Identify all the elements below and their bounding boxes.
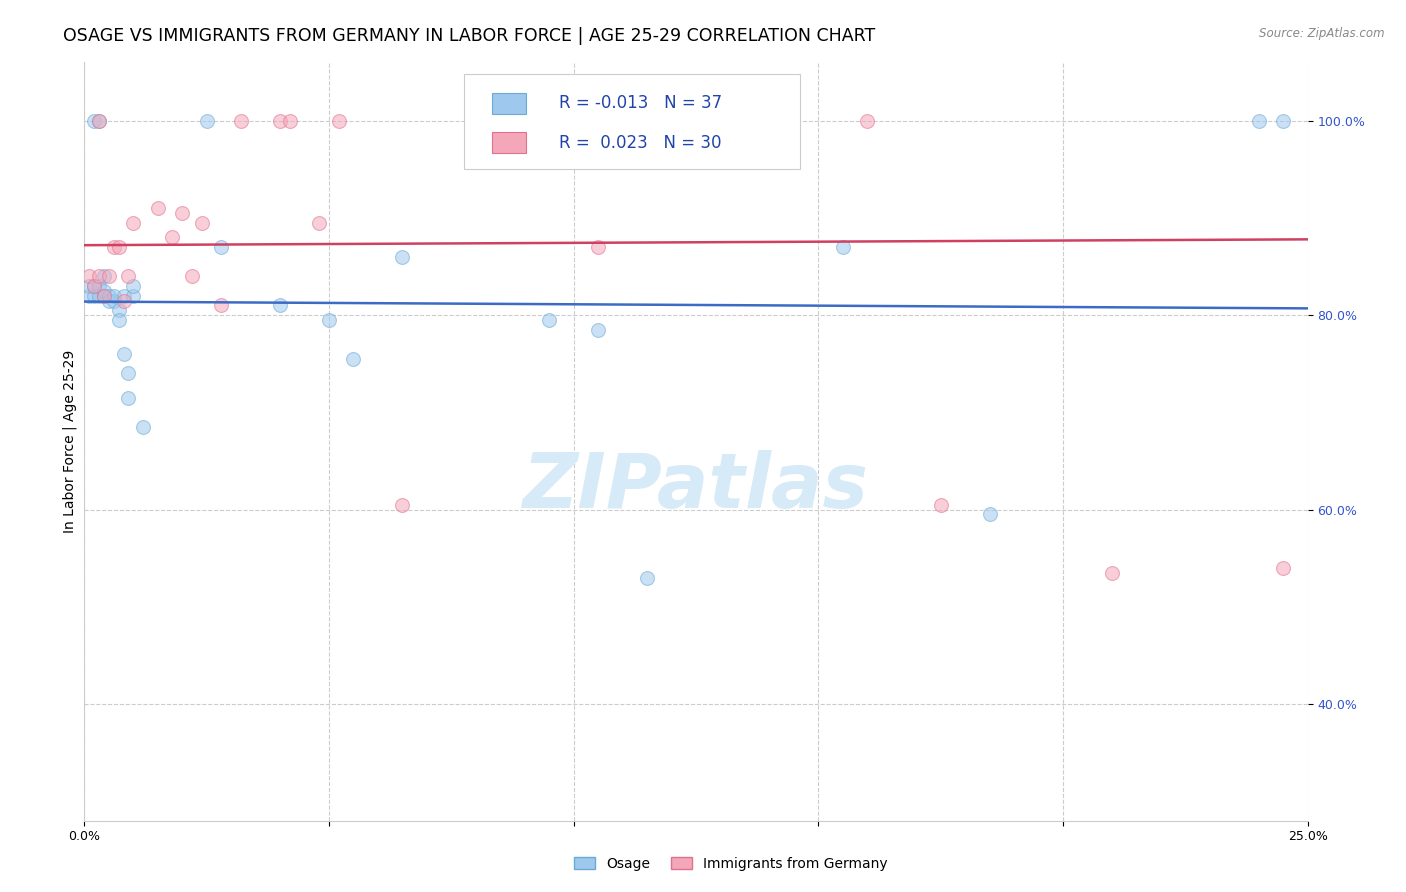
Point (117, 391, 139, 405)
Point (77, 289, 100, 303)
Point (87, 113, 110, 128)
Point (103, 240, 125, 254)
Point (831, 240, 853, 254)
Point (209, 240, 232, 254)
Point (117, 367, 139, 381)
Point (308, 216, 330, 230)
Point (117, 269, 139, 284)
Text: R =  0.023   N = 30: R = 0.023 N = 30 (560, 134, 721, 152)
Point (979, 508, 1001, 522)
Point (1272, 113, 1295, 128)
Point (191, 216, 214, 230)
Point (93, 289, 115, 303)
Y-axis label: In Labor Force | Age 25-29: In Labor Force | Age 25-29 (63, 350, 77, 533)
Point (103, 293, 125, 308)
Point (112, 347, 135, 361)
Text: R = -0.013   N = 37: R = -0.013 N = 37 (560, 95, 723, 112)
Point (107, 303, 129, 318)
Point (87, 269, 110, 284)
Point (856, 113, 879, 128)
Point (162, 230, 184, 244)
Point (97, 289, 120, 303)
Point (391, 250, 413, 264)
Point (586, 323, 609, 337)
Point (328, 113, 350, 128)
Point (612, 113, 634, 128)
FancyBboxPatch shape (464, 74, 800, 169)
Point (87, 279, 110, 293)
Point (97, 293, 120, 308)
Point (278, 113, 301, 128)
Point (269, 298, 291, 312)
Point (1247, 113, 1270, 128)
Point (83, 279, 105, 293)
Point (209, 298, 232, 312)
Point (1101, 566, 1123, 580)
Point (636, 571, 658, 585)
Point (122, 279, 145, 293)
Point (83, 289, 105, 303)
Point (195, 113, 218, 128)
Point (318, 313, 340, 327)
Point (93, 269, 115, 284)
Point (97, 269, 120, 284)
Point (342, 351, 364, 366)
Text: OSAGE VS IMMIGRANTS FROM GERMANY IN LABOR FORCE | AGE 25-29 CORRELATION CHART: OSAGE VS IMMIGRANTS FROM GERMANY IN LABO… (63, 27, 876, 45)
Point (93, 289, 115, 303)
Point (391, 498, 413, 512)
Point (229, 113, 252, 128)
Legend: Osage, Immigrants from Germany: Osage, Immigrants from Germany (569, 851, 893, 876)
Point (269, 113, 291, 128)
Point (132, 420, 155, 434)
Point (112, 289, 135, 303)
Point (1272, 561, 1295, 575)
Point (122, 216, 145, 230)
Point (83, 113, 105, 128)
Point (586, 240, 609, 254)
Point (122, 289, 145, 303)
Point (107, 240, 129, 254)
Point (77, 269, 100, 284)
Point (87, 113, 110, 128)
Text: Source: ZipAtlas.com: Source: ZipAtlas.com (1260, 27, 1385, 40)
Text: ZIPatlas: ZIPatlas (523, 450, 869, 524)
Point (146, 201, 169, 215)
Point (172, 206, 194, 220)
FancyBboxPatch shape (492, 132, 526, 153)
Point (112, 293, 135, 308)
FancyBboxPatch shape (492, 93, 526, 114)
Point (93, 284, 115, 298)
Point (661, 113, 683, 128)
Point (181, 269, 204, 284)
Point (77, 279, 100, 293)
Point (107, 313, 129, 327)
Point (103, 289, 125, 303)
Point (83, 279, 105, 293)
Point (87, 289, 110, 303)
Point (929, 498, 952, 512)
Point (538, 313, 561, 327)
